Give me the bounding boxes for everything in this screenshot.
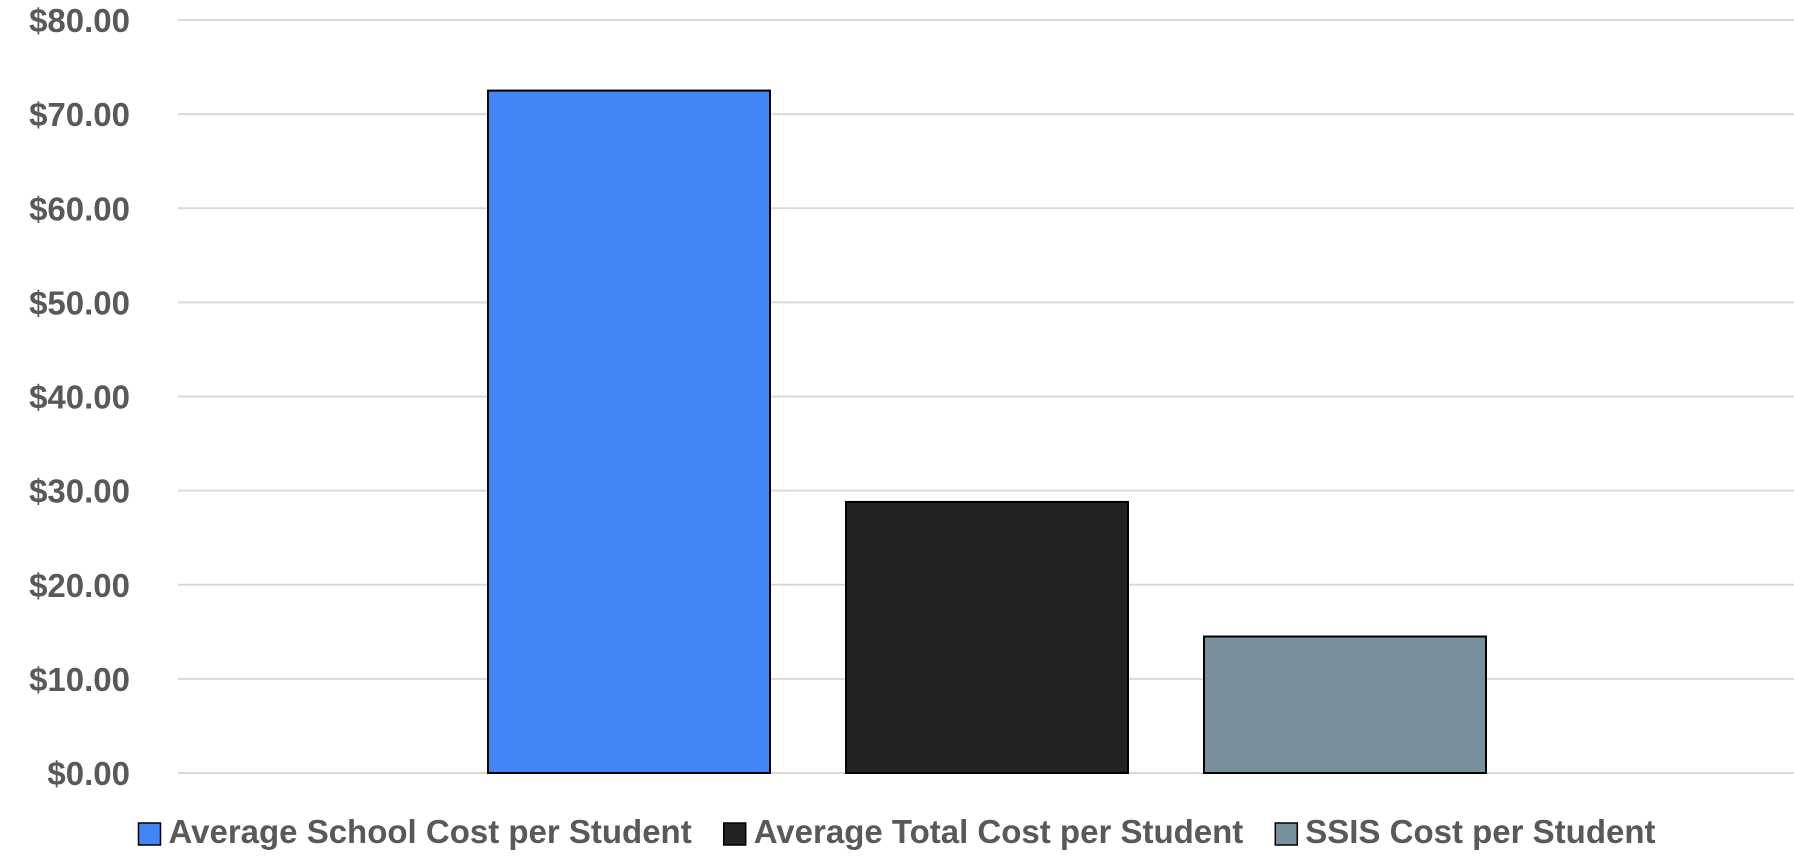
bar-ssis-cost-per-student (1203, 635, 1487, 774)
y-tick-label: $80.00 (29, 2, 130, 39)
legend-label: Average Total Cost per Student (754, 813, 1244, 850)
legend-item: Average School Cost per Student (137, 813, 692, 850)
y-tick-label: $60.00 (29, 190, 130, 227)
bars (487, 89, 1487, 774)
y-tick-label: $30.00 (29, 473, 130, 510)
legend-swatch (137, 822, 162, 846)
y-tick-label: $50.00 (29, 284, 130, 321)
y-axis-tick-labels: $0.00 $10.00 $20.00 $30.00 $40.00 $50.00 $60.0… (29, 2, 130, 792)
y-tick-label: $10.00 (29, 661, 130, 698)
legend-swatch (1274, 822, 1299, 846)
bar-average-school-cost-per-student (487, 89, 771, 774)
y-tick-label: $0.00 (47, 755, 130, 792)
legend-swatch (722, 822, 747, 846)
y-tick-label: $40.00 (29, 379, 130, 416)
gridlines (178, 19, 1794, 774)
bar-average-total-cost-per-student (845, 500, 1129, 774)
legend-item: SSIS Cost per Student (1274, 813, 1656, 850)
legend-label: Average School Cost per Student (169, 813, 692, 850)
legend-item: Average Total Cost per Student (722, 813, 1244, 850)
y-tick-label: $20.00 (29, 567, 130, 604)
legend-label: SSIS Cost per Student (1305, 813, 1655, 850)
legend: Average School Cost per Student Average T… (137, 813, 1656, 850)
y-tick-label: $70.00 (29, 96, 130, 133)
